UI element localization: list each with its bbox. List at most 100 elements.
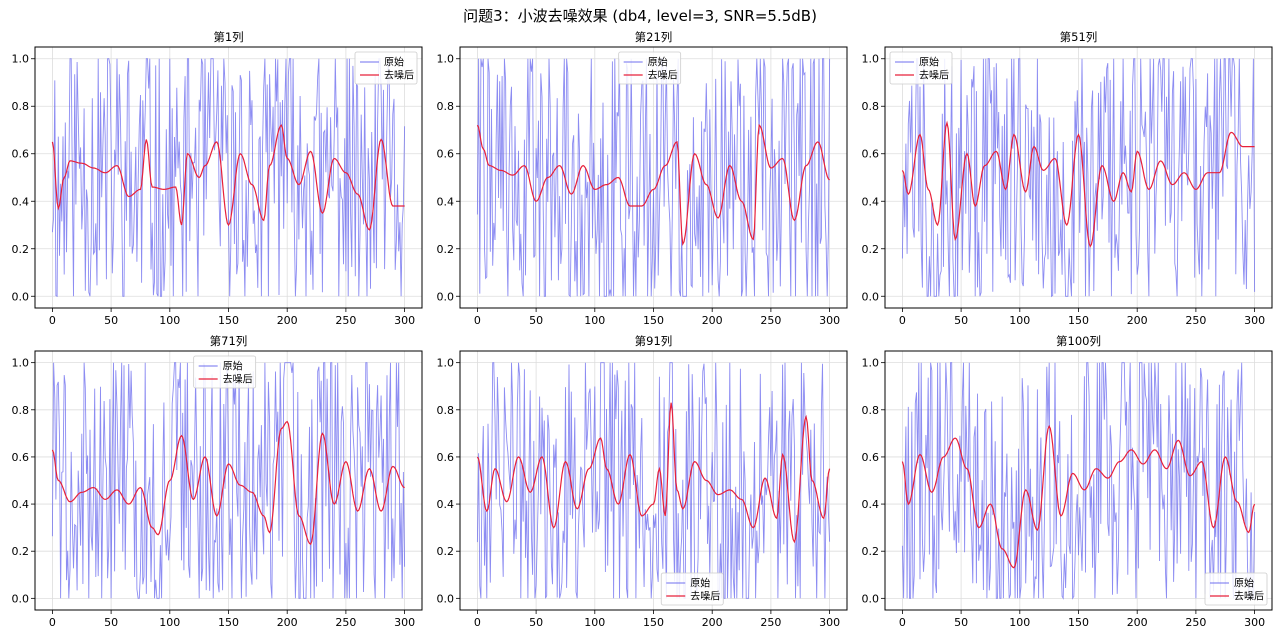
subplot-3: 0 50 100 150 200 250 300 0.0 0.2 0.4 0.6 0.8 1.0 第51列… xyxy=(862,30,1273,327)
y-tick-label-5: 1.0 xyxy=(12,53,30,66)
x-tick-label-0: 0 xyxy=(899,314,906,327)
legend-label-1: 去噪后 xyxy=(223,374,253,386)
series-original-line xyxy=(901,362,1256,600)
x-tick-label-5: 250 xyxy=(760,616,781,629)
series-original-line xyxy=(476,362,831,599)
legend-label-0: 原始 xyxy=(384,56,404,69)
x-tick-label-0: 0 xyxy=(474,616,481,629)
legend-label-1: 去噪后 xyxy=(919,70,949,82)
x-tick-label-0: 0 xyxy=(49,616,56,629)
y-tick-label-3: 0.6 xyxy=(437,451,455,464)
series-original-line xyxy=(51,362,406,599)
y-tick-label-5: 1.0 xyxy=(437,357,455,370)
x-tick-label-6: 300 xyxy=(394,616,415,629)
legend-label-1: 去噪后 xyxy=(648,70,678,82)
x-tick-label-1: 50 xyxy=(954,616,968,629)
y-tick-label-2: 0.4 xyxy=(12,195,30,208)
x-tick-label-0: 0 xyxy=(49,314,56,327)
y-tick-label-0: 0.0 xyxy=(12,592,30,605)
x-tick-label-2: 100 xyxy=(584,314,605,327)
legend-box xyxy=(193,355,257,389)
subplot-title: 第51列 xyxy=(1060,30,1098,44)
series-original-line xyxy=(901,58,1256,298)
x-tick-label-3: 150 xyxy=(1068,314,1089,327)
x-tick-label-0: 0 xyxy=(899,616,906,629)
y-tick-label-0: 0.0 xyxy=(12,290,30,303)
x-tick-label-6: 300 xyxy=(819,314,840,327)
y-tick-label-3: 0.6 xyxy=(862,148,880,161)
figure-title: 问题3：小波去噪效果 (db4, level=3, SNR=5.5dB) xyxy=(463,7,817,25)
y-tick-label-4: 0.8 xyxy=(12,100,30,113)
y-tick-label-1: 0.2 xyxy=(862,243,880,256)
x-tick-label-2: 100 xyxy=(1009,616,1030,629)
x-tick-label-1: 50 xyxy=(529,314,543,327)
y-tick-label-2: 0.4 xyxy=(437,195,455,208)
x-tick-label-4: 200 xyxy=(277,314,298,327)
subplot-6: 0 50 100 150 200 250 300 0.0 0.2 0.4 0.6 0.8 1.0 第100… xyxy=(862,334,1273,629)
series-denoised-line xyxy=(51,124,405,231)
y-tick-label-5: 1.0 xyxy=(12,357,30,370)
x-tick-label-1: 50 xyxy=(104,314,118,327)
x-tick-label-6: 300 xyxy=(819,616,840,629)
x-tick-label-4: 200 xyxy=(702,616,723,629)
y-tick-label-5: 1.0 xyxy=(862,357,880,370)
x-tick-label-2: 100 xyxy=(159,616,180,629)
subplot-title: 第100列 xyxy=(1056,334,1101,348)
subplot-title: 第1列 xyxy=(213,30,243,44)
legend-label-0: 原始 xyxy=(223,360,243,373)
x-tick-label-6: 300 xyxy=(1244,616,1265,629)
legend-label-0: 原始 xyxy=(919,56,939,69)
x-tick-label-5: 250 xyxy=(335,616,356,629)
y-tick-label-1: 0.2 xyxy=(437,243,455,256)
subplot-4: 0 50 100 150 200 250 300 0.0 0.2 0.4 0.6 0.8 1.0 第71列… xyxy=(12,334,423,629)
series-denoised-line xyxy=(476,402,831,544)
legend-box xyxy=(889,51,953,85)
x-tick-label-3: 150 xyxy=(218,314,239,327)
y-tick-label-2: 0.4 xyxy=(12,498,30,511)
legend-box xyxy=(1204,572,1268,606)
series-denoised-line xyxy=(51,420,405,545)
x-tick-label-5: 250 xyxy=(335,314,356,327)
y-tick-label-4: 0.8 xyxy=(862,100,880,113)
legend-box xyxy=(618,51,682,85)
subplot-title: 第91列 xyxy=(635,334,673,348)
subplot-1: 0 50 100 150 200 250 300 0.0 0.2 0.4 0.6 0.8 1.0 第1列原… xyxy=(12,30,423,327)
legend-label-1: 去噪后 xyxy=(384,70,414,82)
x-tick-label-6: 300 xyxy=(394,314,415,327)
legend-label-0: 原始 xyxy=(648,56,668,69)
y-tick-label-0: 0.0 xyxy=(862,290,880,303)
y-tick-label-2: 0.4 xyxy=(862,498,880,511)
y-tick-label-3: 0.6 xyxy=(862,451,880,464)
x-tick-label-3: 150 xyxy=(643,314,664,327)
y-tick-label-3: 0.6 xyxy=(12,148,30,161)
y-tick-label-4: 0.8 xyxy=(437,100,455,113)
x-tick-label-5: 250 xyxy=(1185,314,1206,327)
x-tick-label-5: 250 xyxy=(760,314,781,327)
subplot-5: 0 50 100 150 200 250 300 0.0 0.2 0.4 0.6 0.8 1.0 第91列… xyxy=(437,334,848,629)
x-tick-label-3: 150 xyxy=(643,616,664,629)
y-tick-label-5: 1.0 xyxy=(862,53,880,66)
y-tick-label-3: 0.6 xyxy=(12,451,30,464)
x-tick-label-5: 250 xyxy=(1185,616,1206,629)
subplot-2: 0 50 100 150 200 250 300 0.0 0.2 0.4 0.6 0.8 1.0 第21列… xyxy=(437,30,848,327)
y-tick-label-0: 0.0 xyxy=(437,290,455,303)
series-denoised-line xyxy=(476,123,830,246)
series-denoised-line xyxy=(901,120,1255,248)
y-tick-label-4: 0.8 xyxy=(437,404,455,417)
y-tick-label-0: 0.0 xyxy=(437,592,455,605)
subplot-title: 第71列 xyxy=(210,334,248,348)
x-tick-label-3: 150 xyxy=(218,616,239,629)
x-tick-label-2: 100 xyxy=(159,314,180,327)
series-denoised-line xyxy=(901,424,1256,569)
x-tick-label-3: 150 xyxy=(1068,616,1089,629)
subplot-title: 第21列 xyxy=(635,30,673,44)
y-tick-label-2: 0.4 xyxy=(862,195,880,208)
legend-label-1: 去噪后 xyxy=(690,591,720,603)
y-tick-label-1: 0.2 xyxy=(12,545,30,558)
x-tick-label-1: 50 xyxy=(954,314,968,327)
